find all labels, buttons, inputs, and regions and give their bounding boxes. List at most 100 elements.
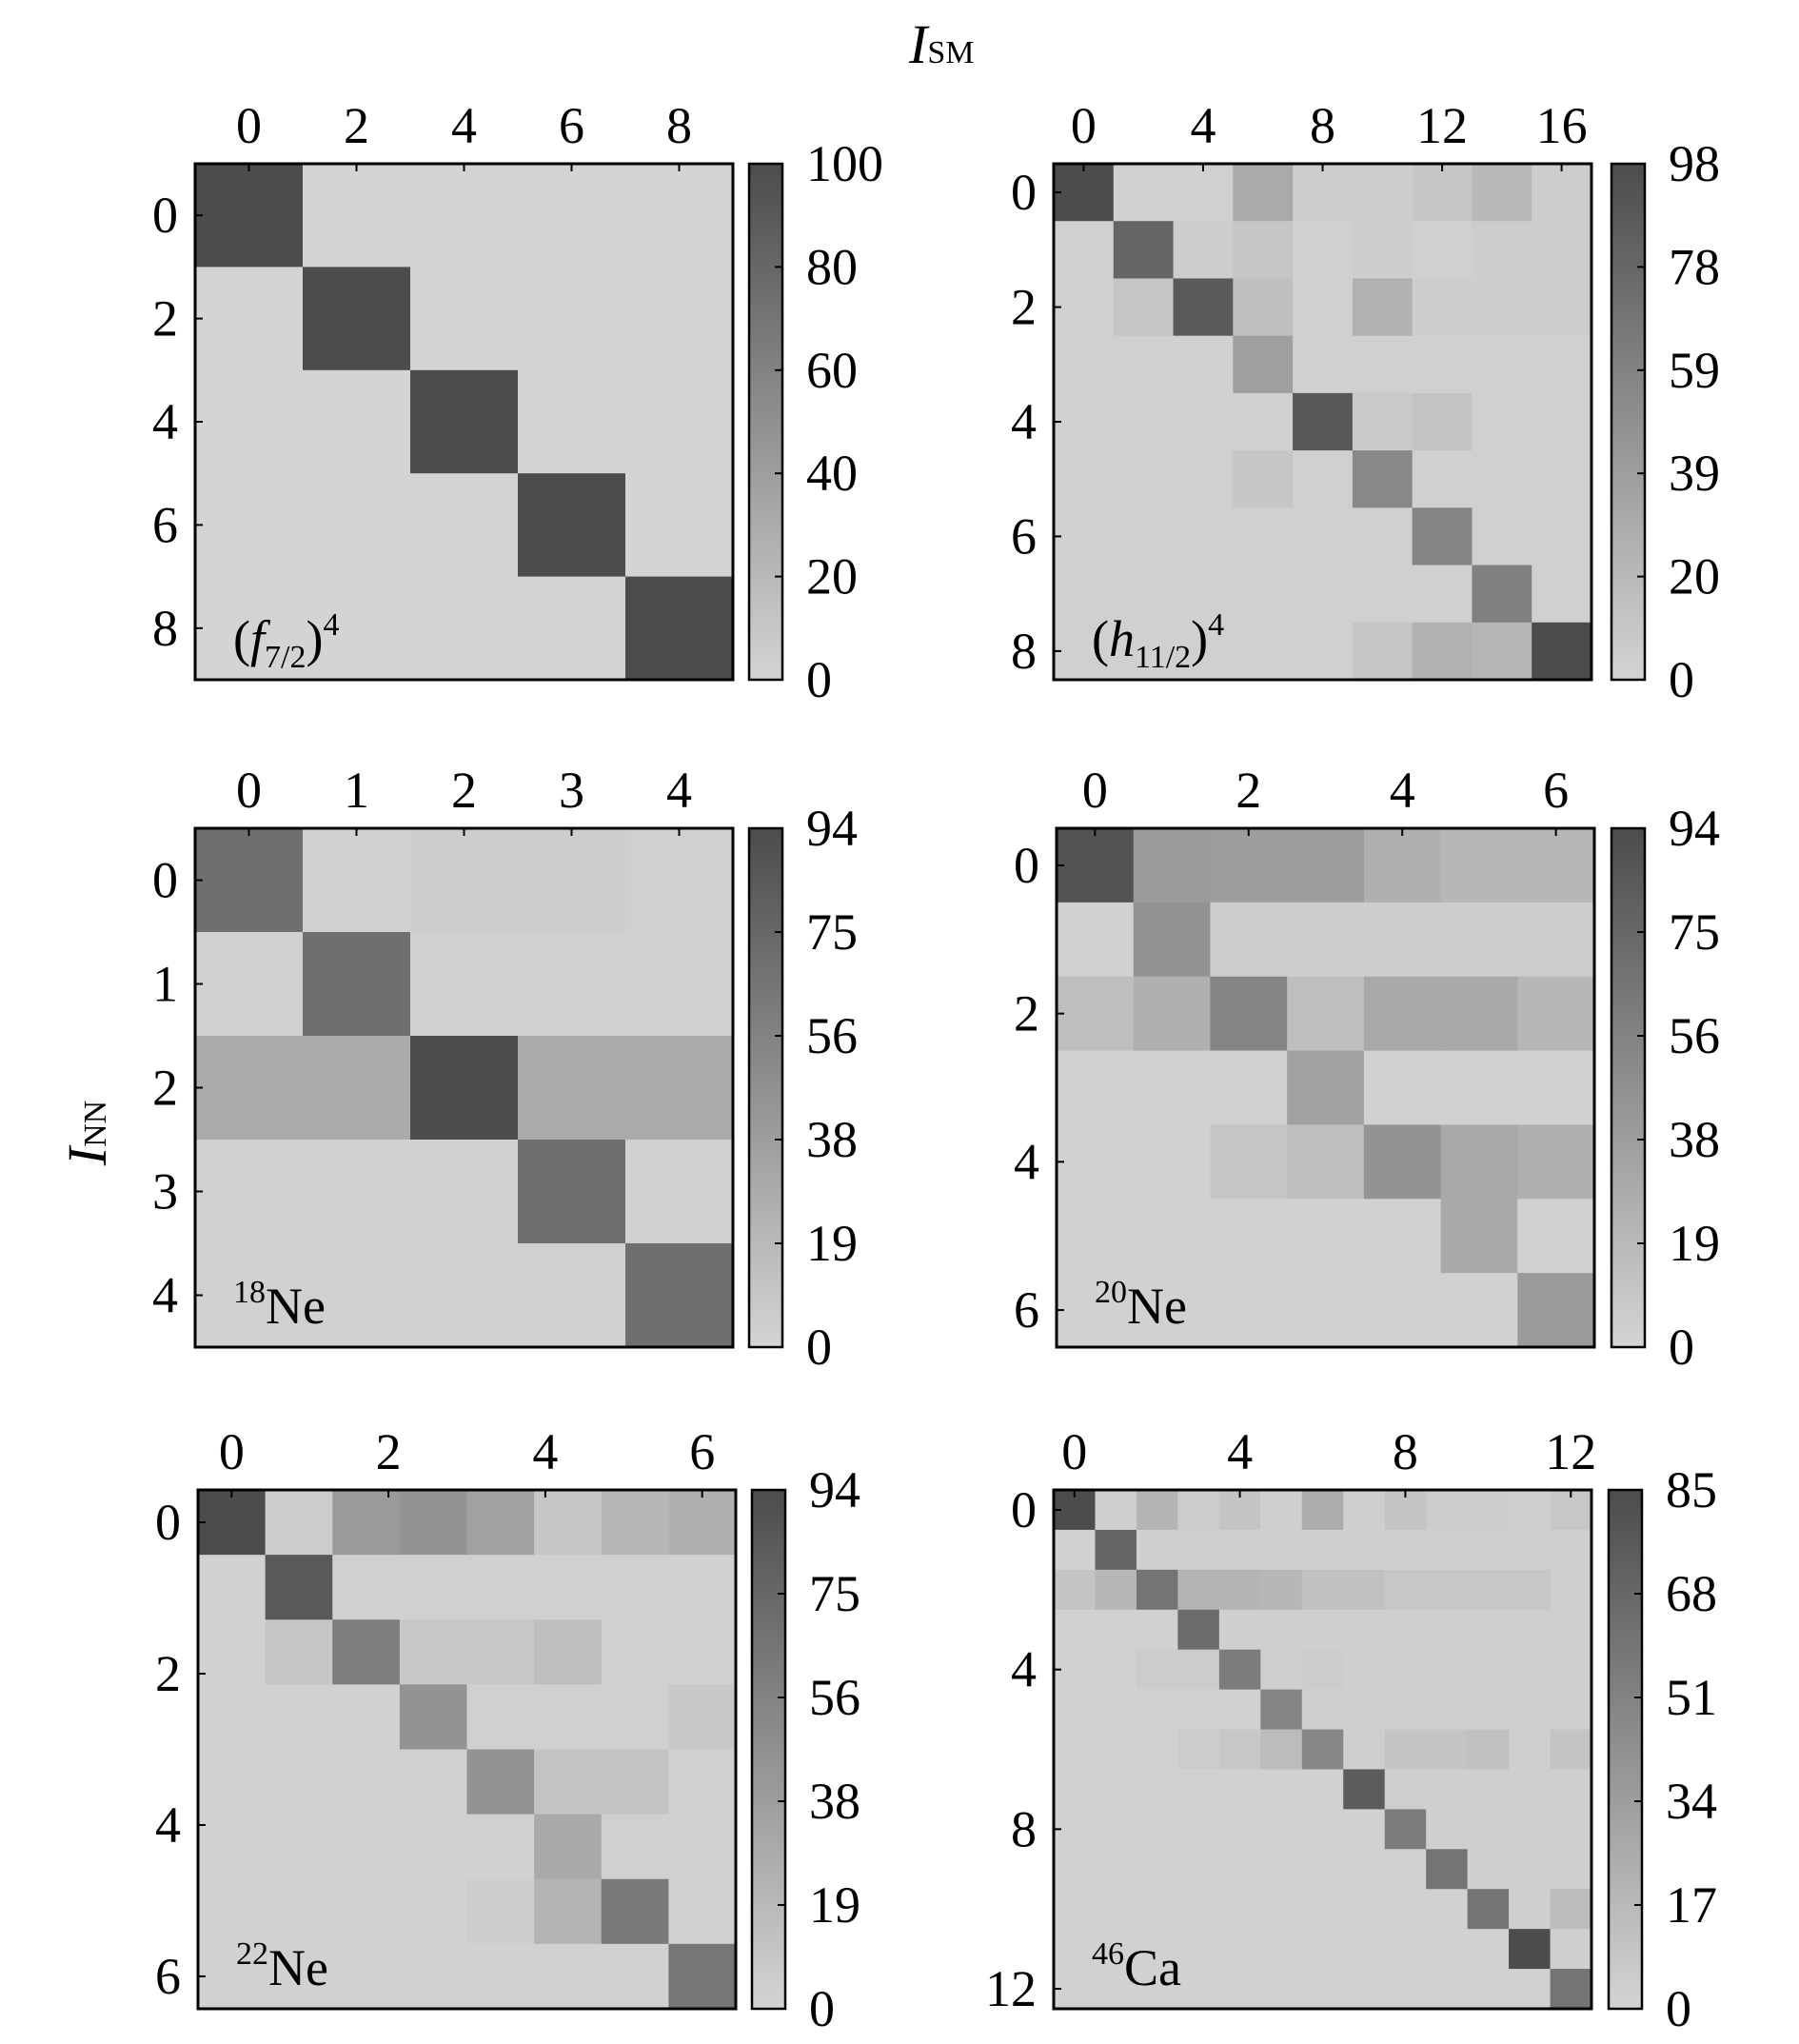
heatmap-cell-p3-r4-c4: [1363, 1124, 1442, 1200]
heatmap-cell-p4-r3-c6: [601, 1684, 669, 1750]
heatmap-cell-p0-r2-c4: [625, 369, 734, 474]
heatmap-cell-p0-r3-c2: [410, 473, 519, 578]
panel-label-mass-number-4: 22: [236, 1936, 268, 1972]
heatmap-cell-p5-r4-c3: [1177, 1649, 1220, 1691]
heatmap-cell-p3-r0-c5: [1440, 828, 1518, 903]
x-tick-label-p1-3: 12: [1416, 97, 1468, 154]
colorbar-tick-label-p5-2: 34: [1666, 1773, 1717, 1830]
y-tick-label-p0-1: 2: [152, 290, 178, 347]
colorbar-tick-label-p5-1: 17: [1666, 1876, 1717, 1934]
x-tick-label-p3-3: 6: [1543, 762, 1569, 819]
heatmap-cell-p5-r0-c1: [1095, 1490, 1137, 1531]
heatmap-cell-p1-r1-c4: [1293, 221, 1354, 279]
heatmap-cell-p1-r6-c5: [1352, 507, 1414, 566]
y-tick-label-p1-2: 4: [1011, 393, 1037, 450]
heatmap-cell-p2-r0-c2: [410, 828, 519, 933]
heatmap-cell-p5-r5-c3: [1177, 1689, 1220, 1731]
panel-label-element-2: Ne: [266, 1278, 326, 1335]
heatmap-cell-p3-r4-c1: [1133, 1124, 1211, 1200]
heatmap-cell-p5-r12-c6: [1301, 1969, 1344, 2010]
y-tick-label-p1-1: 2: [1011, 279, 1037, 336]
heatmap-cell-p5-r10-c3: [1177, 1889, 1220, 1930]
y-tick-label-p2-3: 3: [152, 1163, 178, 1220]
x-tick-label-p3-1: 2: [1236, 762, 1261, 819]
heatmap-cell-p1-r7-c5: [1352, 565, 1414, 624]
colorbar-1: [1610, 162, 1647, 682]
heatmap-cell-p5-r11-c11: [1509, 1929, 1552, 1970]
heatmap-cell-p5-r6-c6: [1301, 1729, 1344, 1770]
panel-label-3: 20Ne: [1095, 1275, 1187, 1335]
heatmap-cell-p3-r0-c0: [1057, 828, 1135, 903]
heatmap-cell-p3-r2-c1: [1133, 976, 1211, 1052]
heatmap-cell-p1-r4-c6: [1412, 392, 1473, 451]
heatmap-cell-p5-r7-c1: [1095, 1769, 1137, 1810]
x-tick-label-p5-0: 0: [1061, 1423, 1087, 1480]
x-tick-label-p3-2: 4: [1390, 762, 1415, 819]
heatmap-cell-p5-r2-c1: [1095, 1569, 1137, 1611]
heatmap-cell-p5-r4-c10: [1467, 1649, 1510, 1691]
heatmap-cell-p4-r5-c1: [265, 1814, 333, 1880]
heatmap-cell-p5-r8-c9: [1426, 1809, 1469, 1850]
heatmap-cell-p1-r7-c1: [1113, 565, 1175, 624]
panel-label-mass-number-3: 20: [1095, 1275, 1127, 1310]
heatmap-cell-p5-r1-c2: [1136, 1529, 1178, 1571]
heatmap-cell-p1-r5-c8: [1532, 450, 1592, 508]
heatmap-cell-p1-r8-c5: [1352, 622, 1414, 681]
x-tick-label-p4-3: 6: [689, 1423, 715, 1480]
heatmap-cell-p5-r4-c4: [1218, 1649, 1261, 1691]
heatmap-cell-p1-r4-c3: [1233, 392, 1294, 451]
heatmap-cell-p1-r2-c1: [1113, 278, 1175, 337]
heatmap-cell-p5-r5-c5: [1260, 1689, 1303, 1731]
heatmap-cell-p4-r0-c5: [534, 1490, 603, 1556]
heatmap-cell-p0-r0-c2: [410, 164, 519, 268]
x-tick-label-p5-2: 8: [1393, 1423, 1418, 1480]
colorbar-tick-label-p0-3: 60: [806, 342, 858, 399]
heatmap-cell-p2-r4-c2: [410, 1243, 519, 1348]
heatmap-cell-p2-r4-c0: [195, 1243, 304, 1348]
y-tick-label-p0-2: 4: [152, 393, 178, 450]
heatmap-cell-p3-r3-c4: [1363, 1050, 1442, 1125]
heatmap-cell-p4-r5-c6: [601, 1814, 669, 1880]
y-tick-label-p2-4: 4: [152, 1267, 178, 1324]
heatmap-cell-p5-r3-c1: [1095, 1609, 1137, 1651]
heatmap-cell-p1-r6-c2: [1173, 507, 1234, 566]
heatmap-cell-p1-r0-c1: [1113, 164, 1175, 222]
x-tick-label-p2-0: 0: [236, 762, 262, 819]
heatmap-cell-p1-r1-c0: [1054, 221, 1115, 279]
heatmap-cell-p4-r2-c0: [198, 1619, 267, 1685]
heatmap-cell-p2-r1-c1: [303, 932, 411, 1037]
heatmap-cell-p5-r2-c12: [1550, 1569, 1592, 1611]
heatmap-cell-p3-r2-c4: [1363, 976, 1442, 1052]
plot-frame-5: [1052, 1488, 1593, 2011]
heatmap-cell-p2-r1-c0: [195, 932, 304, 1037]
heatmap-cell-p0-r3-c1: [303, 473, 411, 578]
heatmap-cell-p0-r4-c0: [195, 576, 304, 681]
heatmap-cell-p5-r7-c0: [1054, 1769, 1096, 1810]
heatmap-cell-p5-r8-c1: [1095, 1809, 1137, 1850]
colorbar-tick-label-p4-4: 75: [809, 1565, 860, 1622]
heatmap-cell-p3-r1-c4: [1363, 902, 1442, 978]
heatmap-cell-p3-r5-c6: [1517, 1199, 1595, 1274]
heatmap-cell-p5-r0-c5: [1260, 1490, 1303, 1531]
heatmap-cell-p2-r0-c4: [625, 828, 734, 933]
y-tick-label-p2-0: 0: [152, 852, 178, 909]
x-tick-label-p0-3: 6: [559, 97, 584, 154]
heatmap-cell-p1-r8-c7: [1472, 622, 1532, 681]
x-tick-label-p1-2: 8: [1310, 97, 1335, 154]
heatmap-cell-p4-r0-c4: [466, 1490, 535, 1556]
colorbar-tick-label-p0-0: 0: [806, 651, 832, 708]
panel-label-superscript-0: 4: [323, 607, 339, 643]
heatmap-cell-p5-r11-c2: [1136, 1929, 1178, 1970]
y-tick-label-p4-0: 0: [155, 1494, 181, 1551]
heatmap-cell-p5-r10-c7: [1343, 1889, 1386, 1930]
heatmap-cell-p5-r2-c6: [1301, 1569, 1344, 1611]
heatmap-cell-p5-r6-c5: [1260, 1729, 1303, 1770]
panel-label-subscript-0: 7/2: [265, 640, 306, 675]
panel-label-1: (h11/2)4: [1092, 607, 1224, 675]
heatmap-cell-p4-r7-c2: [332, 1943, 401, 2010]
colorbar-tick-label-p3-1: 19: [1669, 1215, 1720, 1272]
heatmap-cell-p4-r3-c4: [466, 1684, 535, 1750]
heatmap-cell-p1-r5-c2: [1173, 450, 1234, 508]
colorbar-tick-label-p4-0: 0: [809, 1980, 835, 2037]
heatmap-cell-p1-r1-c8: [1532, 221, 1592, 279]
